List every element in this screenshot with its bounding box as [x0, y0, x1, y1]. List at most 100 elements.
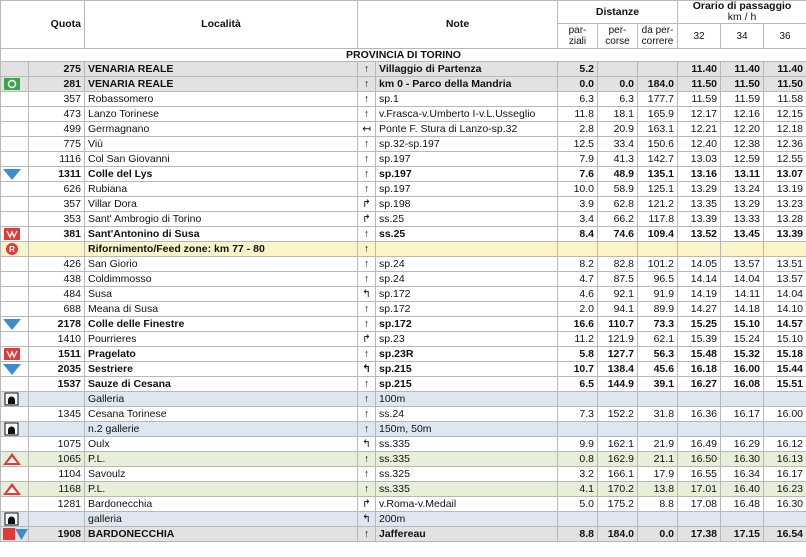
name-cell: Savoulz	[84, 466, 358, 482]
note-cell: 150m, 50m	[375, 421, 558, 437]
name-cell: Susa	[84, 286, 358, 302]
parziali-cell: 10.0	[557, 181, 598, 197]
parziali-cell: 0.8	[557, 451, 598, 467]
t34-cell: 13.33	[720, 211, 765, 227]
icon-cell	[0, 496, 29, 512]
row: R Rifornimento/Feed zone: km 77 - 80 ↑	[0, 241, 806, 257]
da-percorrere-cell: 73.3	[636, 316, 679, 332]
t32-cell: 13.52	[677, 226, 722, 242]
note-cell: sp.24	[375, 256, 558, 272]
da-percorrere-cell	[636, 511, 679, 527]
quota-cell: 426	[28, 256, 85, 272]
icon-cell	[0, 226, 29, 242]
province: PROVINCIA DI TORINO	[0, 48, 806, 62]
icon-cell	[0, 406, 29, 422]
t34-cell: 12.20	[720, 121, 765, 137]
t32-cell: 16.36	[677, 406, 722, 422]
icon-gpm	[3, 319, 21, 330]
icon-tunnel	[4, 512, 19, 526]
row: 1537 Sauze di Cesana ↑ sp.215 6.5 144.9 39.1 16…	[0, 376, 806, 392]
t36-cell: 16.13	[763, 451, 806, 467]
icon-cell	[0, 526, 29, 542]
t36-cell: 14.57	[763, 316, 806, 332]
icon-tunnel	[4, 422, 19, 436]
t34-cell: 16.30	[720, 451, 765, 467]
note-cell: sp.198	[375, 196, 558, 212]
da-percorrere-cell: 56.3	[636, 346, 679, 362]
t34-cell: 14.18	[720, 301, 765, 317]
row: 1075 Oulx ↰ ss.335 9.9 162.1 21.9 16.49 16.29 16.…	[0, 436, 806, 452]
icon-sprint	[4, 228, 20, 240]
icon-cell	[0, 511, 29, 527]
t34-cell: 11.59	[720, 91, 765, 107]
kmh: km / h	[727, 11, 757, 23]
da-percorrere-cell: 109.4	[636, 226, 679, 242]
note-header: Note	[357, 0, 558, 49]
icon-cell	[0, 151, 29, 167]
note-cell: v.Frasca-v.Umberto I-v.L.Usseglio	[375, 106, 558, 122]
parziali-cell	[557, 511, 598, 527]
parziali-cell: 6.3	[557, 91, 598, 107]
da-percorrere-cell: 0.0	[636, 526, 679, 542]
row: 2178 Colle delle Finestre ↑ sp.172 16.6 110.7…	[0, 316, 806, 332]
t34-cell: 16.34	[720, 466, 765, 482]
name-cell: n.2 gallerie	[84, 421, 358, 437]
row: 281 VENARIA REALE ↑ km 0 - Parco della Mand…	[0, 76, 806, 92]
name-cell: Robassomero	[84, 91, 358, 107]
t32-cell	[677, 511, 722, 527]
icon-cell	[0, 481, 29, 497]
t34-cell: 16.48	[720, 496, 765, 512]
name-cell: Lanzo Torinese	[84, 106, 358, 122]
quota-cell: 1537	[28, 376, 85, 392]
quota-cell: 1104	[28, 466, 85, 482]
arrow-cell: ↑	[357, 376, 376, 392]
percorse-cell: 94.1	[597, 301, 638, 317]
note-cell: sp.32-sp.197	[375, 136, 558, 152]
row: 1311 Colle del Lys ↑ sp.197 7.6 48.9 135.1 13.1…	[0, 166, 806, 182]
t34-cell: 14.04	[720, 271, 765, 287]
percorse-cell: 166.1	[597, 466, 638, 482]
quota-cell: 484	[28, 286, 85, 302]
percorse-cell: 82.8	[597, 256, 638, 272]
row: 357 Villar Dora ↱ sp.198 3.9 62.8 121.2 13.35 13…	[0, 196, 806, 212]
t34-cell: 13.45	[720, 226, 765, 242]
name-cell: San Giorio	[84, 256, 358, 272]
t36-cell: 16.17	[763, 466, 806, 482]
parziali-cell: 8.4	[557, 226, 598, 242]
percorse-cell: 152.2	[597, 406, 638, 422]
quota-cell	[28, 421, 85, 437]
quota-cell: 688	[28, 301, 85, 317]
note-cell: sp.197	[375, 151, 558, 167]
quota-header: Quota	[0, 0, 85, 49]
t32-cell	[677, 421, 722, 437]
icon-finish	[3, 528, 28, 540]
t32-cell: 13.35	[677, 196, 722, 212]
percorse-cell: 110.7	[597, 316, 638, 332]
parziali-cell	[557, 421, 598, 437]
t32-cell: 12.17	[677, 106, 722, 122]
t32-cell: 17.38	[677, 526, 722, 542]
row: 626 Rubiana ↑ sp.197 10.0 58.9 125.1 13.29 13.24…	[0, 181, 806, 197]
t36-cell: 15.51	[763, 376, 806, 392]
icon-cell	[0, 91, 29, 107]
da-percorrere-cell: 177.7	[636, 91, 679, 107]
percorse-cell	[597, 421, 638, 437]
t32-cell: 17.01	[677, 481, 722, 497]
arrow-cell: ↱	[357, 211, 376, 227]
quota-cell: 1908	[28, 526, 85, 542]
name-cell: Germagnano	[84, 121, 358, 137]
parziali-header: par-ziali	[557, 23, 598, 49]
arrow-cell: ↑	[357, 76, 376, 92]
t34-cell: 12.38	[720, 136, 765, 152]
arrow-cell: ↱	[357, 196, 376, 212]
note-cell: Villaggio di Partenza	[375, 61, 558, 77]
row: 438 Coldimmosso ↑ sp.24 4.7 87.5 96.5 14.14 14.0…	[0, 271, 806, 287]
arrow-cell: ↑	[357, 526, 376, 542]
row: 1168 P.L. ↑ ss.335 4.1 170.2 13.8 17.01 16.40 16.…	[0, 481, 806, 497]
row: n.2 gallerie ↑ 150m, 50m	[0, 421, 806, 437]
t36-cell: 13.23	[763, 196, 806, 212]
name-cell: Oulx	[84, 436, 358, 452]
parziali-cell: 0.0	[557, 76, 598, 92]
row: 499 Germagnano ↤ Ponte F. Stura di Lanzo-sp…	[0, 121, 806, 137]
t36-cell	[763, 421, 806, 437]
